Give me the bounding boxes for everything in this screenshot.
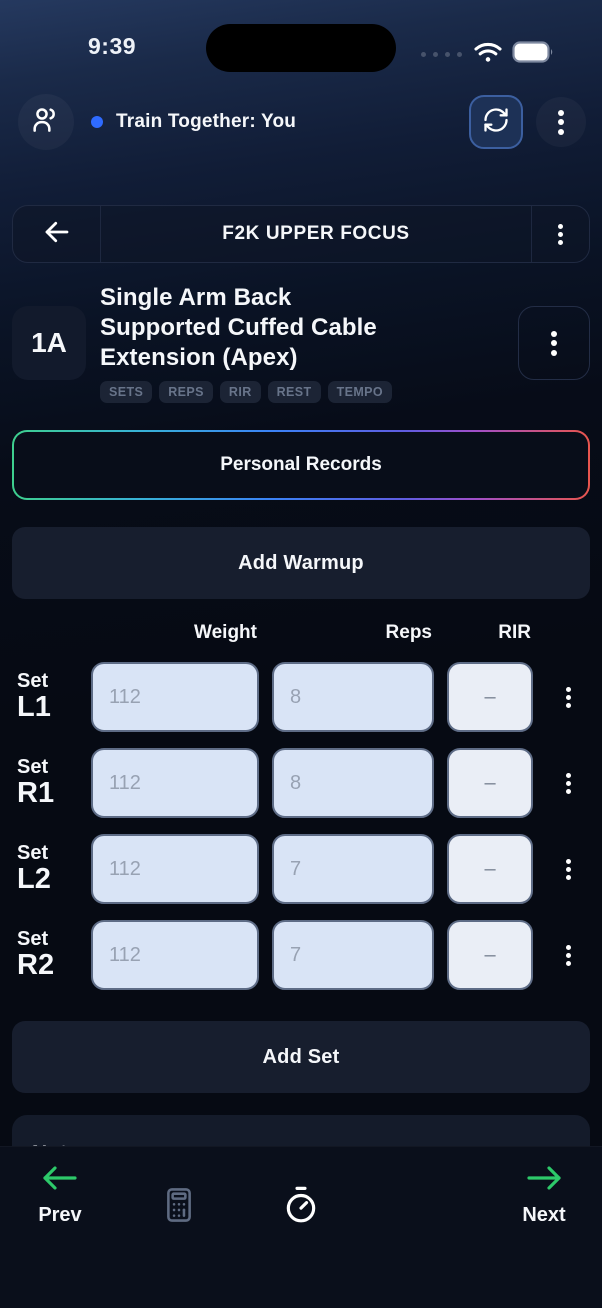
weight-input[interactable]	[91, 834, 259, 904]
rir-input[interactable]	[447, 920, 533, 990]
next-label: Next	[522, 1204, 566, 1226]
kebab-menu-icon	[558, 221, 563, 248]
rir-input[interactable]	[447, 662, 533, 732]
kebab-menu-icon	[551, 327, 557, 359]
calculator-button[interactable]	[162, 1185, 196, 1230]
add-warmup-button[interactable]: Add Warmup	[12, 527, 590, 599]
workout-menu-button[interactable]	[531, 206, 589, 262]
cellular-dots-icon	[421, 52, 462, 57]
column-weight: Weight	[194, 622, 257, 643]
reps-input[interactable]	[272, 748, 434, 818]
personal-records-button[interactable]: Personal Records	[12, 430, 590, 500]
weight-input[interactable]	[91, 920, 259, 990]
prev-label: Prev	[38, 1204, 82, 1226]
reps-input[interactable]	[272, 834, 434, 904]
header: Train Together: You	[0, 80, 602, 158]
wifi-icon	[473, 40, 503, 69]
column-rir: RIR	[498, 622, 531, 643]
set-label: Set L1	[17, 670, 51, 724]
header-menu-button[interactable]	[536, 97, 586, 147]
tag-rest: REST	[267, 381, 321, 403]
status-bar: 9:39	[0, 0, 602, 80]
next-button[interactable]: Next	[514, 1163, 574, 1227]
kebab-menu-icon	[565, 858, 571, 880]
kebab-menu-icon	[565, 944, 571, 966]
kebab-menu-icon	[565, 686, 571, 708]
set-label: Set R1	[17, 756, 55, 810]
set-label: Set R2	[17, 928, 55, 982]
battery-icon	[512, 40, 554, 69]
set-menu-button[interactable]	[558, 852, 579, 887]
set-menu-button[interactable]	[558, 938, 579, 973]
kebab-menu-icon	[565, 772, 571, 794]
weight-input[interactable]	[91, 662, 259, 732]
tag-tempo: TEMPO	[327, 381, 393, 403]
status-time: 9:39	[88, 33, 137, 59]
exercise-order-badge: 1A	[12, 306, 86, 380]
exercise-name: Single Arm Back Supported Cuffed Cable E…	[100, 284, 377, 371]
exercise-header: 1A Single Arm Back Supported Cuffed Cabl…	[12, 283, 590, 403]
prev-button[interactable]: Prev	[30, 1163, 90, 1227]
kebab-menu-icon	[558, 106, 564, 138]
bottom-nav: Prev	[0, 1146, 602, 1308]
weight-input[interactable]	[91, 748, 259, 818]
reps-input[interactable]	[272, 920, 434, 990]
table-row: Set R2	[12, 920, 590, 990]
exercise-tags: SETS REPS RIR REST TEMPO	[100, 381, 504, 403]
add-set-button[interactable]: Add Set	[12, 1021, 590, 1093]
arrow-left-icon	[40, 217, 74, 252]
online-status-dot	[91, 116, 103, 128]
table-header: Weight Reps RIR	[12, 620, 590, 646]
reps-input[interactable]	[272, 662, 434, 732]
set-menu-button[interactable]	[558, 766, 579, 801]
rest-timer-button[interactable]	[282, 1183, 320, 1232]
column-reps: Reps	[385, 622, 432, 643]
set-menu-button[interactable]	[558, 680, 579, 715]
rir-input[interactable]	[447, 748, 533, 818]
back-button[interactable]	[13, 206, 101, 262]
rir-input[interactable]	[447, 834, 533, 904]
personal-records-label: Personal Records	[14, 432, 588, 498]
arrow-right-icon	[524, 1163, 564, 1198]
set-label: Set L2	[17, 842, 51, 896]
sync-button[interactable]	[469, 95, 523, 149]
table-row: Set L2	[12, 834, 590, 904]
tag-reps: REPS	[159, 381, 213, 403]
train-together-label: Train Together: You	[116, 111, 297, 132]
tag-rir: RIR	[219, 381, 261, 403]
refresh-icon	[482, 106, 510, 139]
workout-title: F2K UPPER FOCUS	[222, 223, 410, 244]
arrow-left-icon	[40, 1163, 80, 1198]
tag-sets: SETS	[100, 381, 153, 403]
workout-nav-card: F2K UPPER FOCUS	[12, 205, 590, 263]
exercise-menu-button[interactable]	[518, 306, 590, 380]
users-icon	[30, 104, 62, 141]
table-row: Set L1	[12, 662, 590, 732]
train-together-button[interactable]	[18, 94, 74, 150]
stopwatch-icon	[282, 1183, 320, 1232]
table-row: Set R1	[12, 748, 590, 818]
calculator-icon	[162, 1185, 196, 1230]
notch	[206, 24, 396, 72]
